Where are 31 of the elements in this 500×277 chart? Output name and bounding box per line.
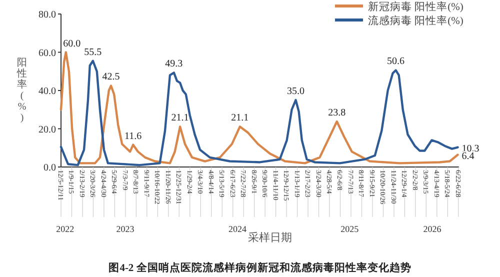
year-label: 2026 [423, 224, 442, 234]
year-label: 2023 [116, 224, 134, 234]
y-tick-label: 80.0 [38, 10, 56, 20]
y-label: ) [20, 112, 24, 124]
year-label: 2024 [228, 224, 246, 234]
y-label: % [18, 102, 26, 112]
y-tick-label: 20.0 [38, 124, 56, 136]
year-label: 2025 [340, 224, 359, 234]
value-label: 50.6 [387, 56, 405, 68]
y-tick-label: 60.0 [38, 48, 56, 59]
y-label: 率 [17, 80, 27, 90]
y-tick-label: 40.0 [38, 86, 56, 97]
value-label: 21.1 [231, 112, 249, 124]
y-tick-label: 0.0 [44, 162, 56, 174]
y-label: 性 [17, 68, 27, 80]
legend-label: 流感病毒 阳性率(%) [368, 16, 464, 27]
value-label: 55.5 [84, 46, 102, 58]
x-label: 采样日期 [248, 232, 292, 244]
value-label: 21.1 [171, 112, 189, 124]
y-label: ( [20, 90, 24, 102]
value-label: 11.6 [124, 130, 142, 142]
value-label: 6.4 [462, 150, 474, 162]
title: 图4-2 全国哨点医院流感样病例新冠和流感病毒阳性率变化趋势 [108, 263, 412, 274]
legend-label: 新冠病毒 阳性率(%) [368, 2, 464, 13]
value-label: 35.0 [287, 86, 304, 98]
year-label: 2022 [56, 224, 74, 234]
y-label: 阳 [17, 58, 27, 68]
value-label: 49.3 [165, 58, 183, 70]
value-label: 42.5 [102, 72, 120, 83]
value-label: 23.8 [328, 107, 346, 118]
value-label: 60.0 [63, 38, 81, 50]
